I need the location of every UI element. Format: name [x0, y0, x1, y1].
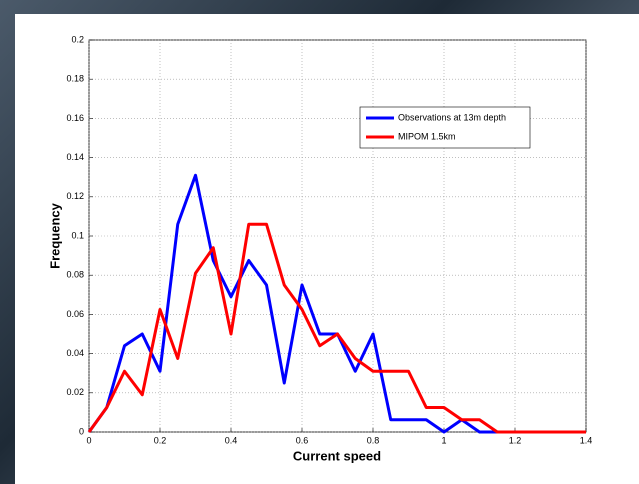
x-axis-label: Current speed	[293, 448, 381, 463]
legend-label: Observations at 13m depth	[398, 112, 506, 122]
y-tick-label: 0.14	[66, 152, 84, 162]
y-axis-label: Frequency	[47, 202, 62, 269]
x-tick-label: 0.6	[296, 435, 309, 445]
y-tick-label: 0.18	[66, 74, 84, 84]
x-tick-label: 1.2	[509, 435, 522, 445]
y-tick-label: 0.02	[66, 387, 84, 397]
x-tick-label: 0.8	[367, 435, 380, 445]
y-tick-label: 0.06	[66, 309, 84, 319]
x-tick-label: 1.4	[580, 435, 593, 445]
plot-area	[89, 40, 586, 432]
y-tick-label: 0	[79, 426, 84, 436]
page: Current speed Frequency 0 0.02 0.04 0.06 0.0…	[0, 0, 639, 484]
y-tick-label: 0.08	[66, 270, 84, 280]
y-tick-label: 0.1	[71, 230, 84, 240]
y-tick-label: 0.16	[66, 113, 84, 123]
x-tick-label: 0.2	[154, 435, 167, 445]
y-tick-label: 0.12	[66, 191, 84, 201]
legend-label: MIPOM 1.5km	[398, 131, 456, 141]
x-tick-label: 0.4	[225, 435, 238, 445]
x-tick-label: 1	[441, 435, 446, 445]
chart: Current speed Frequency 0 0.02 0.04 0.06 0.0…	[0, 0, 639, 484]
y-tick-label: 0.04	[66, 348, 84, 358]
x-tick-label: 0	[86, 435, 91, 445]
y-tick-label: 0.2	[71, 34, 84, 44]
